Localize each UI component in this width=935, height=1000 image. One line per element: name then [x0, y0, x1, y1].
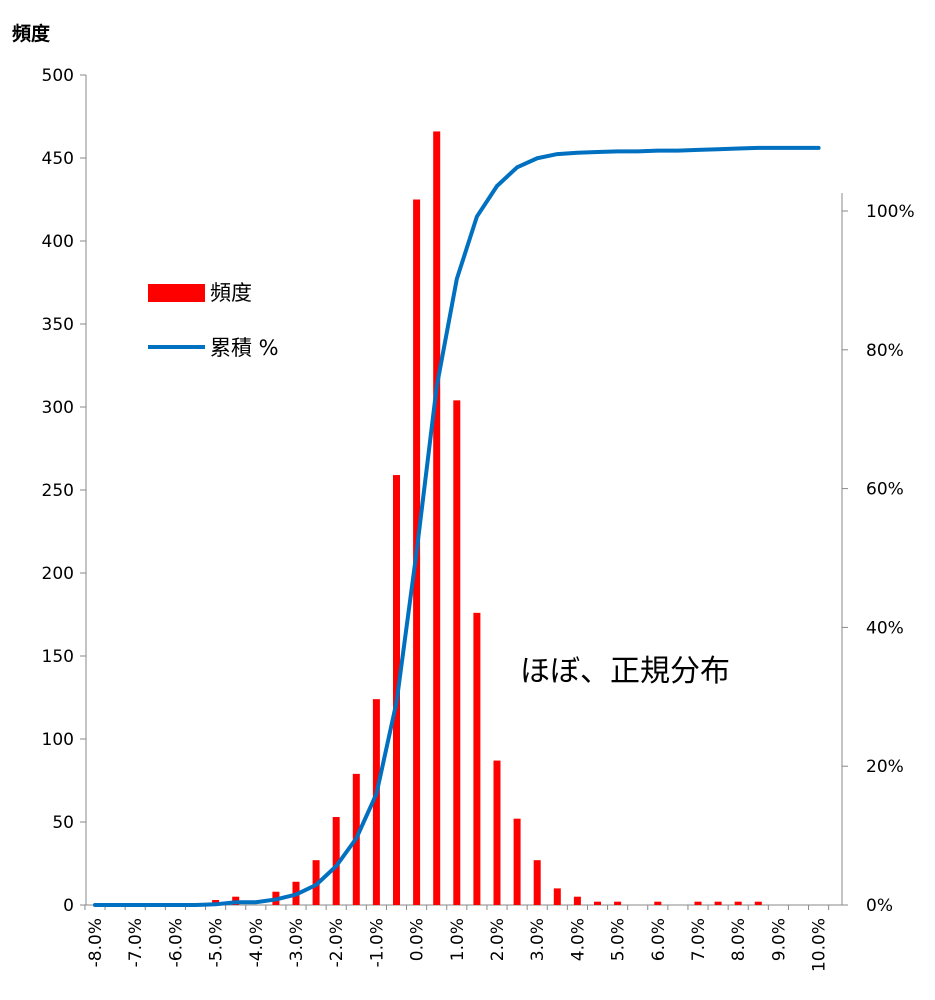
x-axis-tick-label: -3.0% — [287, 918, 307, 967]
y-axis-title: 頻度 — [12, 22, 51, 45]
right-axis-tick-label: 40% — [866, 618, 904, 638]
right-axis-tick-label: 20% — [866, 757, 904, 777]
x-axis-tick-label: 0.0% — [408, 918, 428, 961]
histogram-bar — [734, 901, 742, 905]
histogram-bar — [473, 612, 481, 905]
left-axis-tick-label: 400 — [42, 232, 74, 252]
x-axis-tick-label: 7.0% — [689, 918, 709, 961]
histogram-bar — [332, 817, 340, 905]
left-axis-tick-label: 500 — [42, 66, 74, 86]
histogram-bar — [433, 131, 441, 905]
histogram-bar — [694, 901, 702, 905]
x-axis-tick-label: 3.0% — [528, 918, 548, 961]
histogram-bar — [754, 901, 762, 905]
histogram-bar — [594, 901, 601, 905]
x-axis-tick-label: -2.0% — [327, 918, 347, 967]
legend-label-cumulative: 累積 % — [210, 336, 279, 360]
x-axis-tick-label: 6.0% — [649, 918, 669, 961]
right-axis-tick-label: 0% — [866, 896, 893, 916]
x-axis-tick-label: 1.0% — [448, 918, 468, 961]
left-axis-tick-label: 350 — [42, 315, 74, 335]
x-axis-tick-label: -6.0% — [166, 918, 186, 967]
histogram-bar — [714, 901, 722, 905]
chart-annotation: ほぼ、正規分布 — [520, 654, 730, 689]
x-axis-tick-label: -8.0% — [86, 918, 106, 967]
right-axis-tick-label: 60% — [866, 480, 904, 500]
x-axis-tick-label: 2.0% — [488, 918, 508, 961]
histogram-bar — [513, 818, 521, 905]
left-axis-tick-label: 450 — [42, 149, 74, 169]
left-axis-tick-label: 0 — [63, 896, 74, 916]
histogram-bar — [372, 699, 380, 905]
histogram-bar — [654, 901, 662, 905]
left-axis-tick-label: 200 — [42, 564, 74, 584]
left-axis-tick-label: 50 — [52, 813, 74, 833]
x-axis-tick-label: -7.0% — [126, 918, 146, 967]
histogram-bar — [553, 888, 561, 905]
x-axis-tick-label: 4.0% — [568, 918, 588, 961]
x-axis-tick-label: 10.0% — [810, 918, 830, 972]
x-axis-tick-label: 5.0% — [609, 918, 629, 961]
cumulative-line — [93, 145, 821, 907]
right-axis-tick-label: 100% — [866, 202, 915, 222]
left-axis-tick-label: 100 — [42, 730, 74, 750]
histogram-bar — [573, 896, 581, 905]
histogram-bar — [614, 901, 622, 905]
left-axis-tick-label: 300 — [42, 398, 74, 418]
x-axis-tick-label: -5.0% — [207, 918, 227, 967]
x-axis-tick-label: -4.0% — [247, 918, 267, 967]
x-axis-tick-label: 8.0% — [729, 918, 749, 961]
histogram-bar — [533, 860, 541, 905]
legend-swatch-frequency — [148, 284, 205, 302]
x-axis-tick-label: -1.0% — [367, 918, 387, 967]
left-axis-tick-label: 150 — [42, 647, 74, 667]
x-axis-tick-label: 9.0% — [769, 918, 789, 961]
histogram-bar — [493, 760, 501, 905]
legend-label-frequency: 頻度 — [210, 281, 252, 305]
left-axis-tick-label: 250 — [42, 481, 74, 501]
histogram-bar — [453, 400, 461, 905]
right-axis-tick-label: 80% — [866, 341, 904, 361]
